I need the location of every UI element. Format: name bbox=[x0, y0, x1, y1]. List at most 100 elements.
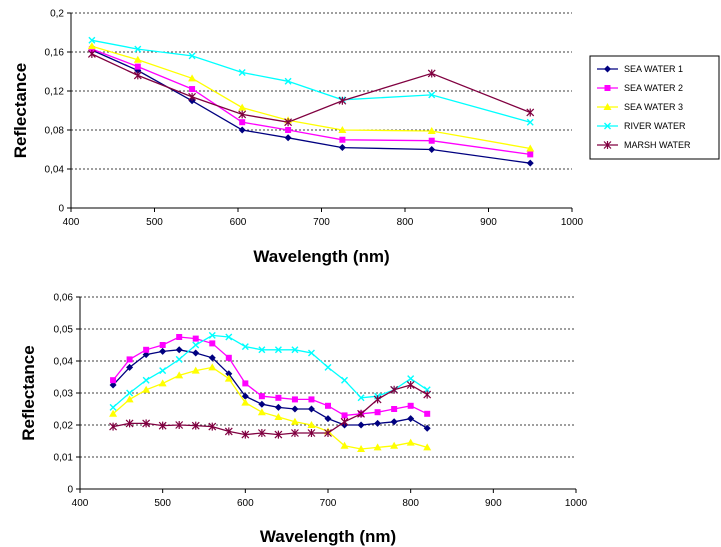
series-line bbox=[112, 366, 428, 450]
data-point bbox=[175, 421, 184, 429]
data-point bbox=[285, 127, 292, 133]
series-1 bbox=[109, 346, 431, 432]
data-point bbox=[390, 441, 399, 449]
data-point bbox=[390, 418, 398, 426]
legend-label: MARSH WATER bbox=[624, 140, 691, 150]
legend-item: MARSH WATER bbox=[597, 140, 691, 150]
data-point bbox=[241, 430, 250, 439]
data-point bbox=[274, 413, 283, 420]
data-point bbox=[258, 346, 266, 354]
data-point bbox=[340, 441, 349, 449]
data-point bbox=[224, 374, 233, 382]
data-point bbox=[241, 398, 250, 406]
data-point bbox=[291, 346, 299, 354]
data-point bbox=[341, 376, 349, 384]
x-tick-label: 500 bbox=[154, 498, 171, 509]
data-point bbox=[191, 366, 200, 374]
data-point bbox=[324, 429, 332, 437]
data-point bbox=[339, 136, 346, 143]
data-point bbox=[526, 108, 535, 117]
data-point bbox=[374, 409, 381, 416]
series-line bbox=[91, 48, 531, 156]
series-line bbox=[112, 349, 428, 429]
series-2 bbox=[88, 46, 534, 158]
x-tick-label: 1000 bbox=[565, 498, 588, 509]
data-point bbox=[428, 137, 435, 144]
data-point bbox=[258, 393, 265, 400]
series-5 bbox=[109, 381, 432, 439]
data-point bbox=[126, 389, 134, 397]
data-point bbox=[357, 394, 365, 402]
data-point bbox=[225, 333, 233, 341]
series-4 bbox=[88, 36, 534, 126]
x-tick-label: 400 bbox=[72, 498, 89, 509]
data-point bbox=[176, 334, 183, 340]
data-point bbox=[274, 430, 283, 439]
data-point bbox=[109, 403, 117, 411]
legend-marker bbox=[604, 65, 611, 73]
data-point bbox=[208, 354, 216, 362]
data-point bbox=[238, 103, 247, 111]
data-point bbox=[390, 385, 399, 394]
chart-top: 0 0,04 0,08 0,12 0,16 0,2 400 500 600 700 800 900 10… bbox=[11, 9, 584, 267]
data-point bbox=[239, 119, 246, 126]
data-point bbox=[407, 375, 415, 383]
series-line bbox=[91, 49, 531, 164]
data-point bbox=[325, 402, 331, 409]
data-point bbox=[175, 371, 184, 379]
y-tick-label: 0,05 bbox=[54, 325, 74, 336]
data-point bbox=[109, 381, 117, 389]
data-point bbox=[224, 427, 233, 436]
data-point bbox=[284, 118, 293, 127]
data-point bbox=[406, 381, 415, 389]
data-point bbox=[242, 380, 249, 387]
legend-label: SEA WATER 3 bbox=[624, 102, 683, 112]
data-point bbox=[527, 151, 534, 158]
legend-item: SEA WATER 2 bbox=[597, 83, 683, 93]
data-point bbox=[341, 412, 348, 419]
y-tick-label: 0 bbox=[67, 485, 73, 496]
x-tick-label: 900 bbox=[485, 498, 502, 509]
y-tick-label: 0,03 bbox=[54, 389, 74, 400]
data-point bbox=[338, 144, 346, 152]
data-point bbox=[133, 71, 142, 80]
y-tick-label: 0,02 bbox=[54, 421, 74, 432]
legend-label: SEA WATER 1 bbox=[624, 64, 683, 74]
data-point bbox=[188, 74, 197, 82]
data-point bbox=[427, 126, 436, 134]
data-point bbox=[291, 429, 299, 437]
x-tick-label: 800 bbox=[397, 217, 414, 228]
data-point bbox=[175, 355, 183, 363]
data-point bbox=[188, 92, 196, 101]
data-point bbox=[238, 126, 246, 134]
x-axis-title: Wavelength (nm) bbox=[253, 247, 389, 266]
data-point bbox=[357, 445, 366, 452]
y-tick-label: 0,12 bbox=[45, 87, 65, 98]
data-point bbox=[526, 144, 535, 152]
series-3 bbox=[109, 363, 432, 452]
data-point bbox=[192, 349, 200, 357]
legend-label: SEA WATER 2 bbox=[624, 83, 683, 93]
data-point bbox=[406, 438, 415, 446]
data-point bbox=[340, 417, 349, 426]
data-point bbox=[126, 363, 134, 371]
data-point bbox=[427, 69, 436, 78]
data-point bbox=[241, 392, 249, 400]
data-point bbox=[208, 363, 217, 371]
data-point bbox=[257, 429, 266, 437]
data-point bbox=[274, 346, 282, 354]
data-point bbox=[110, 377, 117, 384]
data-point bbox=[284, 134, 292, 142]
data-point bbox=[391, 406, 398, 412]
series-5 bbox=[87, 49, 535, 127]
data-point bbox=[142, 376, 150, 384]
y-tick-label: 0 bbox=[58, 204, 64, 215]
data-point bbox=[158, 379, 167, 387]
x-tick-label: 1000 bbox=[561, 217, 584, 228]
data-point bbox=[324, 415, 332, 423]
data-point bbox=[87, 49, 96, 58]
data-point bbox=[357, 421, 365, 429]
data-point bbox=[126, 356, 133, 363]
data-point bbox=[423, 424, 431, 432]
